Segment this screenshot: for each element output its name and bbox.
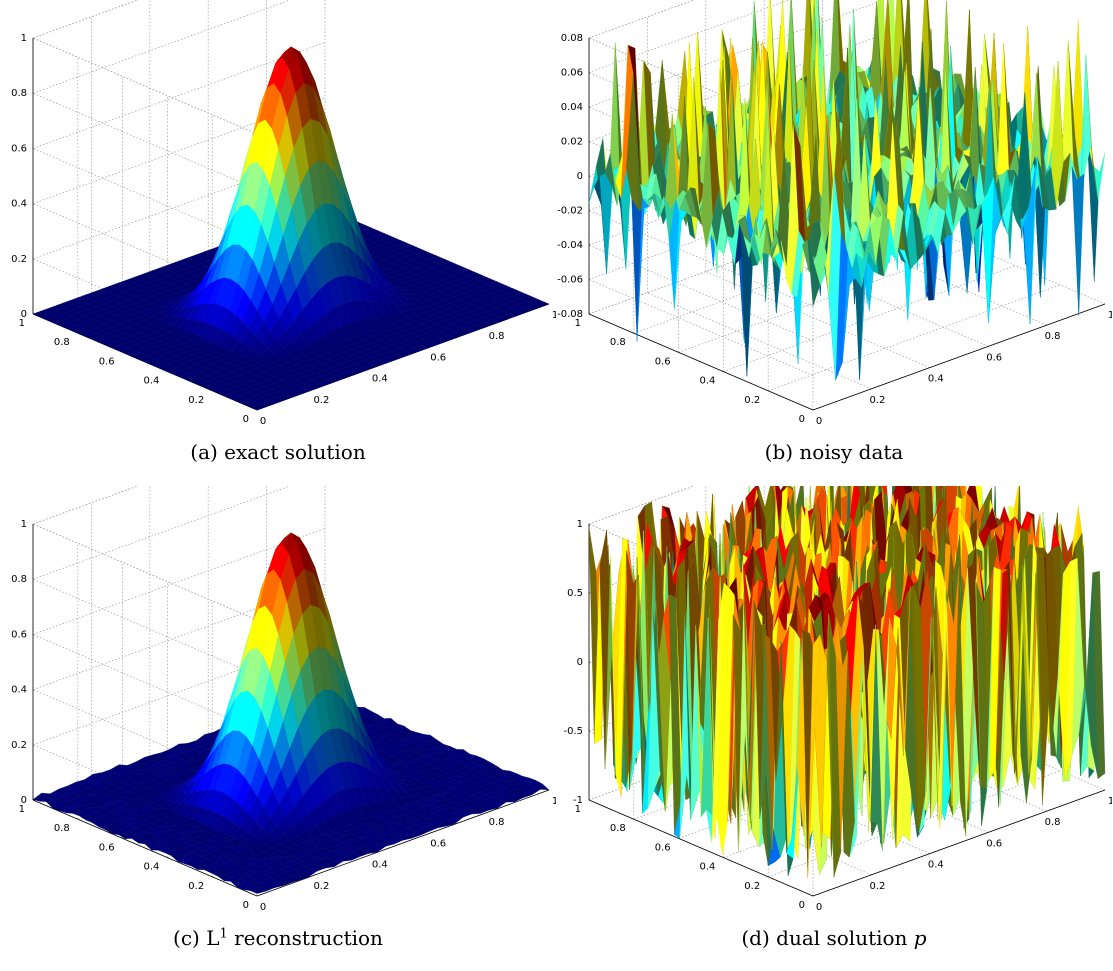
z-tick-label: 0 — [21, 795, 27, 806]
x-tick-label: 0.8 — [489, 817, 505, 828]
x-tick-label: 0.6 — [986, 352, 1002, 363]
z-tick-label: 0 — [577, 171, 583, 182]
y-tick-label: 0 — [243, 414, 249, 425]
surface-patch — [599, 172, 613, 275]
caption-a: (a) exact solution — [0, 440, 556, 464]
z-tick-label: 0.08 — [561, 33, 583, 44]
surface-patch — [807, 239, 821, 307]
surface-patch — [249, 887, 266, 894]
y-tick-label: 0.4 — [143, 862, 159, 873]
caption-text: exact solution — [224, 440, 366, 464]
z-tick-label: 0.8 — [11, 574, 27, 585]
z-tick-label: -0.08 — [557, 309, 583, 320]
panel-d: -1 -0.5 0 0.5 1 0 0.2 0.4 0.6 0.8 1 0 0.2 0.4 0.6 0.8 1(… — [556, 486, 1112, 971]
caption-text: L — [206, 926, 220, 950]
y-tick-label: 1 — [575, 318, 581, 329]
caption-letter: (a) — [190, 440, 225, 464]
y-tick-label: 1 — [19, 318, 25, 329]
y-tick-label: 1 — [19, 804, 25, 815]
y-tick-label: 0.2 — [188, 395, 204, 406]
y-tick-label: 0.8 — [54, 337, 70, 348]
z-tick-label: 0.2 — [11, 740, 27, 751]
y-tick-label: 0.2 — [188, 881, 204, 892]
caption-b: (b) noisy data — [556, 440, 1112, 464]
x-tick-label: 0 — [260, 902, 266, 913]
caption-c: (c) L1 reconstruction — [0, 926, 556, 950]
surface-patch — [940, 486, 943, 492]
y-tick-label: 0.4 — [699, 376, 715, 387]
caption-text: noisy data — [799, 440, 904, 464]
y-tick-label: 0.6 — [99, 842, 115, 853]
z-tick-label: 0.02 — [561, 137, 583, 148]
x-tick-label: 0.4 — [372, 374, 388, 385]
z-tick-label: 0.04 — [561, 102, 583, 113]
x-tick-label: 0.2 — [313, 395, 329, 406]
z-tick-label: 0.6 — [11, 629, 27, 640]
z-tick-label: 0.2 — [11, 254, 27, 265]
panel-a: 0 0.2 0.4 0.6 0.8 1 0 0.2 0.4 0.6 0.8 1 0 0.2 0.4 0.6 0.… — [0, 0, 556, 485]
z-tick-label: 0.4 — [11, 199, 27, 210]
tick-labels-a: 00.20.40.60.8100.20.40.60.8100.20.40.60.… — [11, 33, 556, 427]
caption-text-post: reconstruction — [227, 926, 383, 950]
y-tick-label: 0.2 — [744, 395, 760, 406]
x-tick-label: 0.4 — [928, 374, 944, 385]
panel-b: -0.08 -0.06 -0.04 -0.02 0 0.02 0.04 0.06 0.08 0 0.… — [556, 0, 1112, 485]
x-tick-label: 0.6 — [430, 838, 446, 849]
x-tick-label: 0 — [260, 416, 266, 427]
x-tick-label: 0.6 — [430, 352, 446, 363]
z-tick-label: -0.04 — [557, 240, 583, 251]
z-tick-label: 0.8 — [11, 88, 27, 99]
z-tick-label: 0 — [21, 309, 27, 320]
z-tick-label: 0.6 — [11, 143, 27, 154]
y-tick-label: 0.8 — [610, 337, 626, 348]
caption-letter: (c) — [173, 926, 207, 950]
x-tick-label: 1 — [552, 310, 556, 321]
surface-patch — [1087, 138, 1100, 282]
z-tick-label: 0.4 — [11, 685, 27, 696]
x-tick-label: 0.2 — [313, 881, 329, 892]
x-tick-label: 1 — [552, 796, 556, 807]
x-tick-label: 0.8 — [489, 331, 505, 342]
surface-patch — [1071, 165, 1085, 316]
panel-c: 0 0.2 0.4 0.6 0.8 1 0 0.2 0.4 0.6 0.8 1 0 0.2 0.4 0.6 0.… — [0, 486, 556, 971]
y-tick-label: 0 — [243, 900, 249, 911]
z-tick-label: -0.02 — [557, 206, 583, 217]
y-tick-label: 0.8 — [54, 823, 70, 834]
z-tick-label: 1 — [21, 519, 27, 530]
tick-labels-c: 00.20.40.60.8100.20.40.60.8100.20.40.60.… — [11, 519, 556, 913]
caption-letter: (b) — [764, 440, 800, 464]
caption-superscript: 1 — [219, 926, 228, 942]
y-tick-label: 0.6 — [99, 356, 115, 367]
surface-plot-c: 00.20.40.60.8100.20.40.60.8100.20.40.60.… — [11, 486, 556, 913]
surface-patch — [249, 403, 267, 411]
z-tick-label: 0.06 — [561, 68, 583, 79]
x-tick-label: 0.8 — [1045, 331, 1061, 342]
x-tick-label: 0.4 — [372, 860, 388, 871]
z-tick-label: 1 — [21, 33, 27, 44]
z-tick-label: -0.06 — [557, 275, 583, 286]
y-tick-label: 0 — [799, 414, 805, 425]
surface-plot-a: 00.20.40.60.8100.20.40.60.8100.20.40.60.… — [11, 0, 556, 427]
x-tick-label: 0 — [816, 416, 822, 427]
surface-a — [32, 46, 550, 411]
surface-c — [32, 532, 550, 894]
y-tick-label: 0.4 — [143, 376, 159, 387]
surface-d — [588, 486, 1106, 878]
y-tick-label: 0.6 — [655, 356, 671, 367]
x-tick-label: 1 — [1108, 310, 1112, 321]
surface-b — [588, 0, 1106, 381]
x-tick-label: 0.2 — [869, 395, 885, 406]
tick-labels-b: -0.08 -0.06 -0.04 -0.02 0 0.02 0.04 0.06 0.08 0 0.… — [557, 33, 1112, 427]
surface-plot-b: -0.08 -0.06 -0.04 -0.02 0 0.02 0.04 0.06 0.08 0 0.… — [557, 0, 1112, 427]
